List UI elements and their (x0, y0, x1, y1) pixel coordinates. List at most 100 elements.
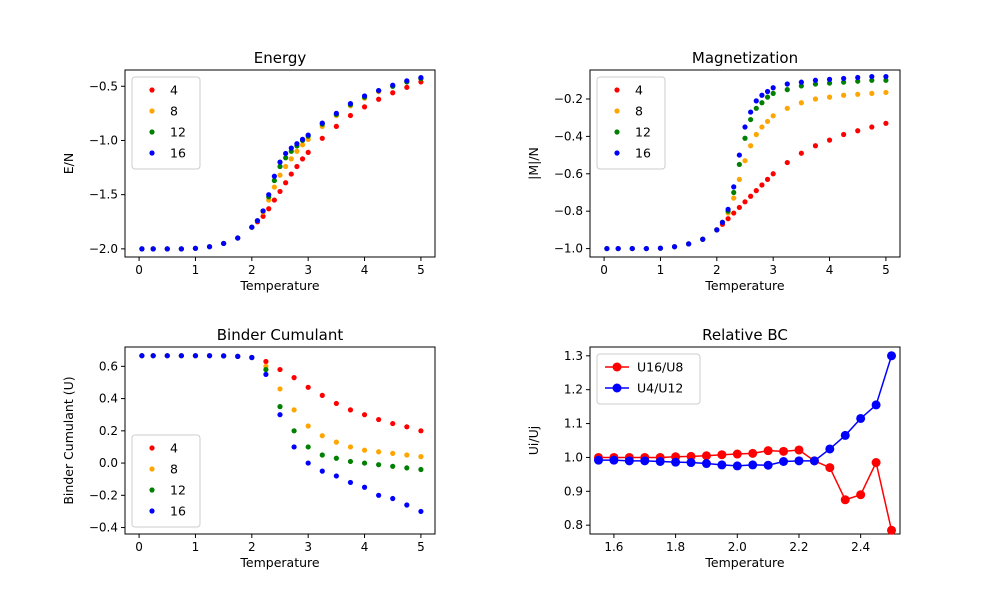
data-point (305, 444, 311, 450)
data-point (736, 161, 742, 168)
data-point (277, 404, 283, 410)
data-point (266, 206, 272, 212)
data-point (305, 384, 311, 390)
data-point (418, 428, 424, 434)
data-point (794, 456, 804, 466)
data-point (640, 456, 650, 466)
series-16 (604, 73, 889, 252)
legend-marker (612, 362, 622, 372)
data-point (770, 113, 776, 119)
chart-title: Magnetization (692, 49, 798, 67)
data-point (798, 79, 804, 85)
data-point (266, 192, 272, 198)
data-point (770, 171, 776, 177)
x-axis-label: Temperature (704, 278, 784, 293)
legend-box (131, 76, 201, 170)
data-point (784, 105, 790, 111)
x-tick-label: 1 (192, 540, 200, 554)
data-point (347, 479, 354, 486)
data-point (736, 176, 742, 182)
data-point (826, 80, 833, 86)
data-point (764, 176, 771, 182)
data-point (764, 88, 771, 95)
data-point (725, 206, 731, 212)
data-point (404, 465, 410, 471)
data-point (742, 124, 748, 130)
data-point (731, 189, 737, 196)
data-point (376, 492, 382, 498)
data-point (671, 244, 678, 250)
data-point (192, 353, 199, 359)
data-point (736, 204, 742, 211)
y-tick-label: 0.2 (99, 424, 118, 438)
legend: 4 8 12 16 (131, 76, 201, 170)
y-tick-label: −0.5 (89, 79, 118, 93)
data-point (840, 430, 850, 440)
data-point (748, 460, 758, 470)
data-point (717, 460, 727, 470)
data-point (742, 135, 748, 141)
y-tick-label: −0.2 (89, 488, 118, 502)
y-tick-label: −1.0 (89, 133, 118, 147)
y-tick-label: −1.5 (89, 188, 118, 202)
data-point (361, 447, 368, 453)
data-point (701, 459, 711, 469)
data-point (714, 227, 720, 233)
data-point (361, 484, 368, 490)
data-point (249, 354, 255, 361)
data-point (347, 101, 354, 107)
data-point (271, 197, 277, 203)
data-point (260, 213, 266, 219)
data-point (700, 236, 706, 242)
x-tick-label: 1 (192, 263, 200, 277)
data-point (277, 172, 283, 178)
y-tick-label: −0.4 (89, 521, 118, 535)
data-point (841, 131, 847, 138)
x-tick-label: 4 (361, 540, 369, 554)
data-point (404, 502, 410, 508)
x-tick-label: 1.8 (666, 540, 685, 554)
data-point (390, 495, 396, 502)
data-point (277, 366, 283, 373)
data-point (376, 449, 382, 455)
data-point (732, 449, 742, 459)
data-point (283, 150, 289, 157)
data-point (277, 188, 283, 195)
data-point (376, 416, 382, 423)
data-point (764, 94, 771, 100)
data-point (731, 195, 737, 201)
data-point (869, 90, 875, 96)
legend-label: 12 (635, 125, 651, 140)
data-point (779, 446, 789, 456)
x-tick-label: 4 (826, 263, 834, 277)
data-point (717, 450, 727, 460)
data-point (798, 150, 804, 156)
data-point (841, 92, 847, 98)
data-point (283, 163, 289, 170)
data-point (291, 428, 297, 434)
legend-label: 16 (170, 504, 186, 519)
data-point (283, 155, 289, 161)
data-point (725, 216, 731, 222)
data-point (871, 400, 881, 410)
data-point (139, 353, 145, 359)
data-point (604, 245, 610, 252)
data-point (404, 452, 410, 458)
data-point (294, 141, 300, 147)
data-point (686, 241, 692, 247)
data-point (206, 244, 213, 250)
x-tick-label: 2 (248, 263, 256, 277)
data-point (299, 142, 306, 148)
chart-title: Energy (254, 49, 307, 67)
data-point (376, 462, 382, 468)
data-point (883, 120, 889, 126)
data-point (305, 132, 311, 138)
data-point (812, 143, 819, 149)
x-axis-label: Temperature (239, 555, 319, 570)
data-point (294, 148, 300, 154)
data-point (305, 460, 311, 466)
legend-label: 12 (170, 483, 186, 498)
data-point (748, 193, 754, 199)
legend-marker (149, 508, 155, 514)
x-tick-label: 2 (248, 540, 256, 554)
